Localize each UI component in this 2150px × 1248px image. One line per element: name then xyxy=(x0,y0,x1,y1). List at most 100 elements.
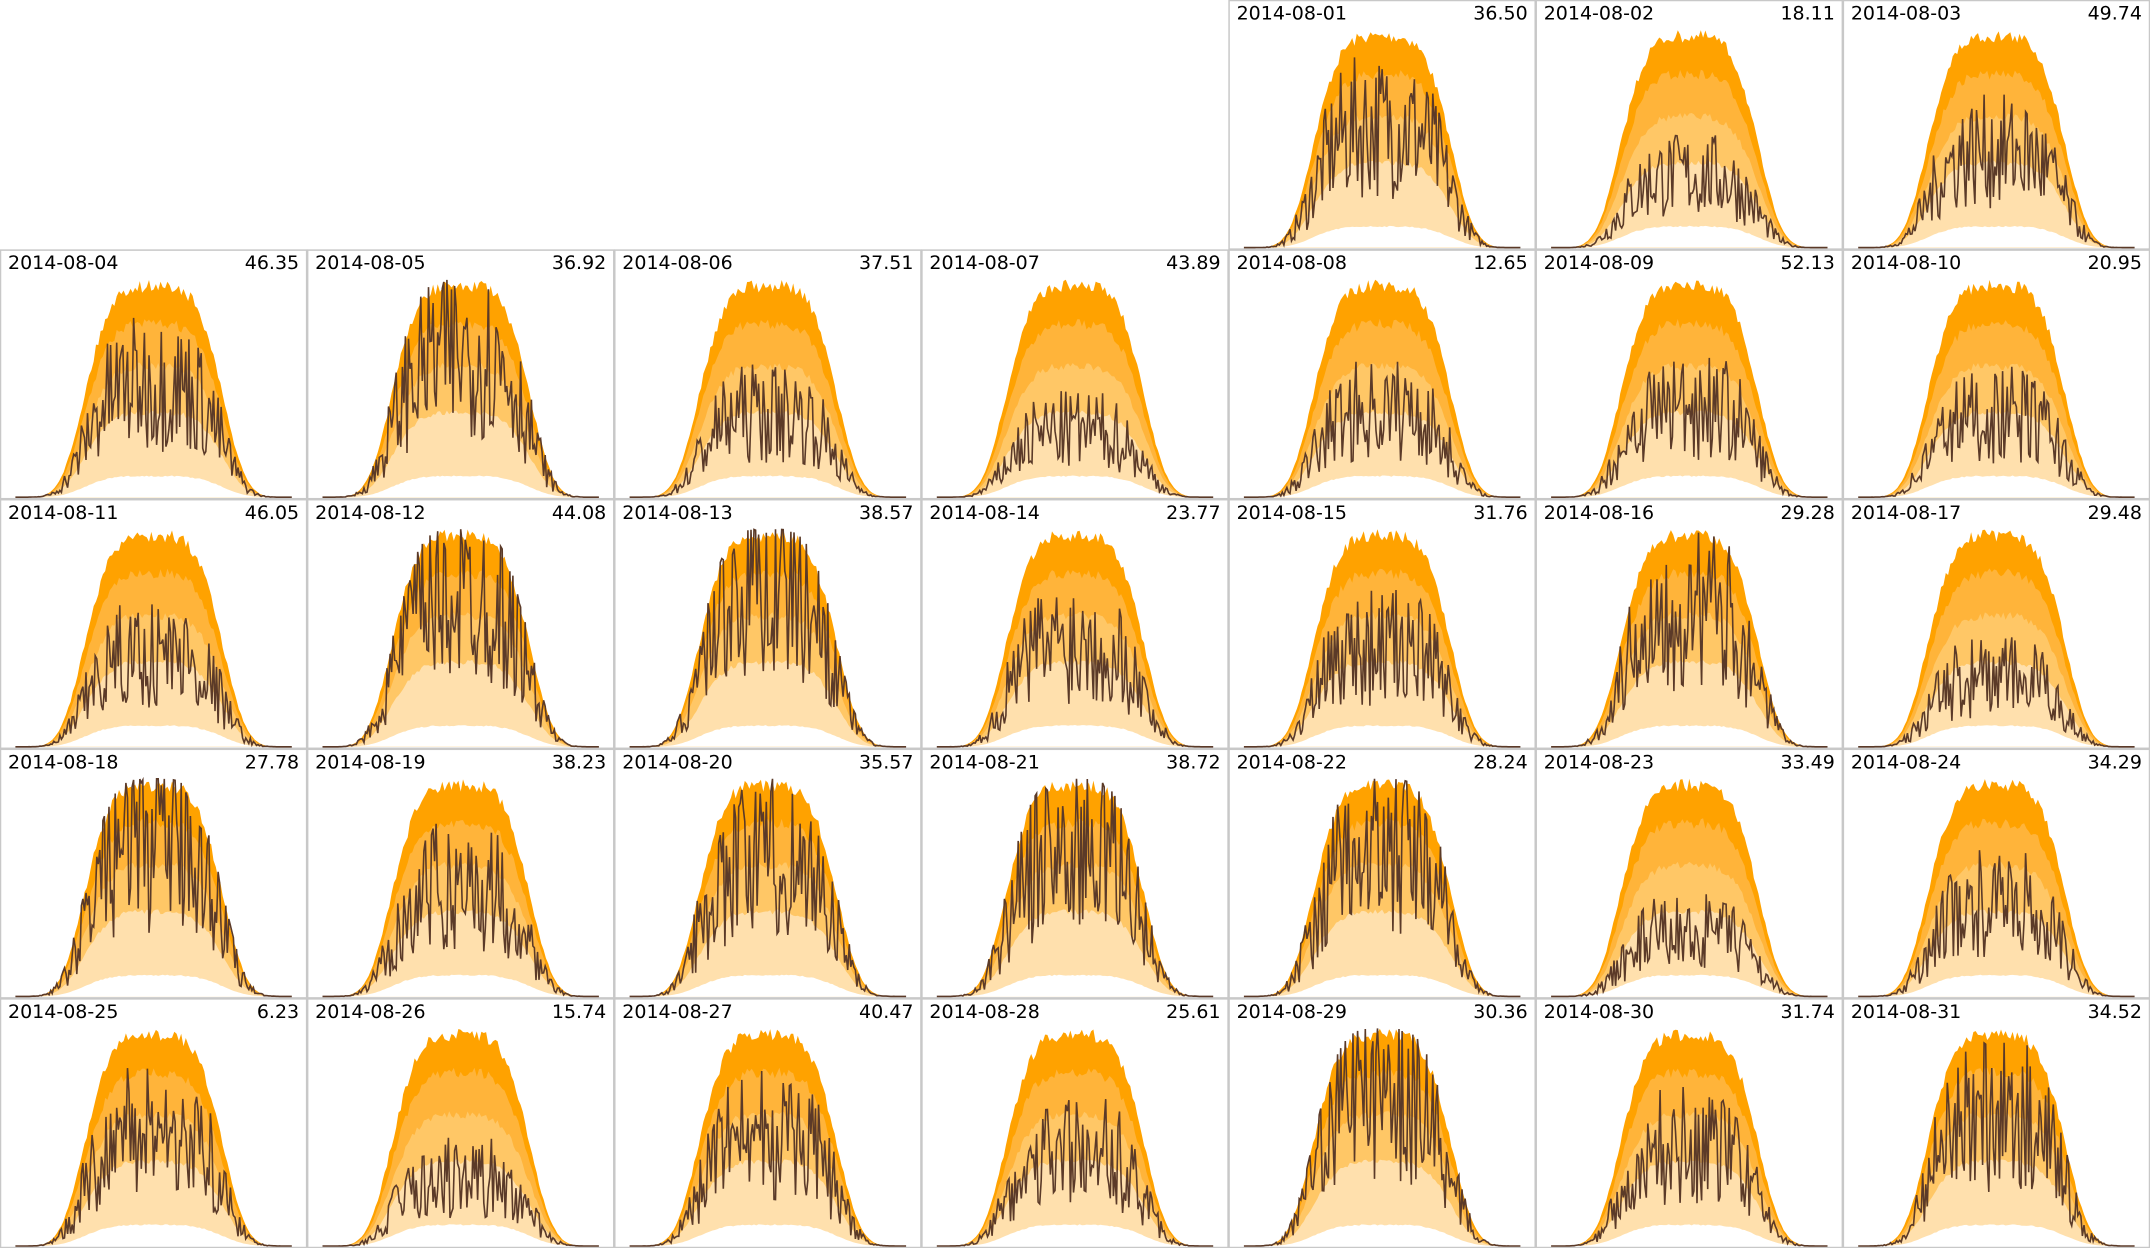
cell-border xyxy=(921,249,1229,500)
date-label: 2014-08-10 xyxy=(1851,252,1961,274)
envelope xyxy=(1858,974,2135,997)
day-total: 52.13 xyxy=(1780,252,1834,274)
envelope xyxy=(936,725,1214,747)
day-total: 36.50 xyxy=(1473,3,1527,25)
cell-border xyxy=(0,748,308,999)
power-line xyxy=(1551,357,1828,499)
day-total: 30.36 xyxy=(1473,1001,1527,1023)
date-label: 2014-08-29 xyxy=(1237,1001,1347,1023)
power-line xyxy=(1243,1028,1521,1247)
envelope xyxy=(936,1224,1214,1246)
date-label: 2014-08-19 xyxy=(315,751,425,773)
day-cell: 2014-08-16 29.28 xyxy=(1535,498,1844,750)
day-cell: 2014-08-28 25.61 xyxy=(921,998,1229,1248)
day-cell: 2014-08-24 34.29 xyxy=(1842,748,2150,999)
cell-border xyxy=(614,748,922,999)
date-label: 2014-08-08 xyxy=(1237,252,1347,274)
envelope xyxy=(629,725,907,747)
day-cell: 2014-08-01 36.50 xyxy=(1228,0,1536,250)
envelope xyxy=(15,410,292,498)
day-cell: 2014-08-23 33.49 xyxy=(1535,748,1844,999)
cell-border xyxy=(1228,498,1536,750)
power-line xyxy=(1243,57,1521,249)
day-cell: 2014-08-30 31.74 xyxy=(1535,998,1844,1248)
day-total: 29.48 xyxy=(2088,502,2142,524)
power-line xyxy=(1858,1041,2135,1247)
cell-border xyxy=(921,748,1229,999)
envelope xyxy=(629,660,907,747)
date-label: 2014-08-22 xyxy=(1237,751,1347,773)
envelope xyxy=(1243,660,1521,747)
day-total: 38.23 xyxy=(552,751,606,773)
cell-border xyxy=(1228,0,1536,250)
day-total: 38.72 xyxy=(1166,751,1220,773)
day-total: 34.52 xyxy=(2088,1001,2142,1023)
envelope xyxy=(322,659,599,747)
envelope xyxy=(1858,226,2135,248)
power-line xyxy=(1551,894,1828,998)
power-line xyxy=(1858,94,2135,249)
power-line xyxy=(936,391,1214,499)
power-line xyxy=(1243,778,1521,998)
power-line xyxy=(1858,637,2135,748)
envelope xyxy=(15,725,292,747)
day-cell: 2014-08-11 46.05 xyxy=(0,498,308,750)
day-total: 34.29 xyxy=(2088,751,2142,773)
date-label: 2014-08-17 xyxy=(1851,502,1961,524)
day-cell: 2014-08-26 15.74 xyxy=(306,998,615,1248)
date-label: 2014-08-14 xyxy=(929,502,1039,524)
day-total: 38.57 xyxy=(859,502,913,524)
day-cell: 2014-08-02 18.11 xyxy=(1535,0,1844,250)
envelope xyxy=(1243,974,1521,997)
envelope xyxy=(1243,1159,1521,1246)
power-line xyxy=(1551,1086,1828,1247)
power-line xyxy=(1551,134,1828,249)
envelope xyxy=(936,660,1214,747)
power-line xyxy=(936,597,1214,748)
envelope xyxy=(936,410,1214,498)
cell-border xyxy=(614,249,922,500)
date-label: 2014-08-13 xyxy=(622,502,732,524)
envelope xyxy=(322,475,599,498)
day-cell: 2014-08-19 38.23 xyxy=(306,748,615,999)
envelope xyxy=(1858,1159,2135,1246)
day-cell: 2014-08-14 23.77 xyxy=(921,498,1229,750)
day-total: 46.35 xyxy=(245,252,299,274)
day-total: 23.77 xyxy=(1166,502,1220,524)
date-label: 2014-08-24 xyxy=(1851,751,1961,773)
day-total: 40.47 xyxy=(859,1001,913,1023)
day-cell: 2014-08-20 35.57 xyxy=(614,748,922,999)
envelope xyxy=(15,909,292,997)
day-cell: 2014-08-04 46.35 xyxy=(0,249,308,500)
envelope xyxy=(1551,1160,1828,1246)
day-cell: 2014-08-22 28.24 xyxy=(1228,748,1536,999)
day-cell: 2014-08-06 37.51 xyxy=(614,249,922,500)
power-line xyxy=(15,317,292,499)
date-label: 2014-08-28 xyxy=(929,1001,1039,1023)
day-cell: 2014-08-18 27.78 xyxy=(0,748,308,999)
day-cell: 2014-08-13 38.57 xyxy=(614,498,922,750)
power-line xyxy=(629,778,907,998)
power-line xyxy=(322,529,599,748)
day-total: 33.49 xyxy=(1780,751,1834,773)
date-label: 2014-08-04 xyxy=(8,252,118,274)
date-label: 2014-08-07 xyxy=(929,252,1039,274)
day-total: 49.74 xyxy=(2088,3,2142,25)
power-line xyxy=(629,1070,907,1247)
envelope xyxy=(1551,475,1828,498)
power-line xyxy=(322,1137,599,1247)
envelope xyxy=(1858,160,2135,248)
envelope xyxy=(15,660,292,747)
envelope xyxy=(1243,410,1521,498)
envelope xyxy=(1551,974,1828,997)
envelope xyxy=(1551,225,1828,248)
date-label: 2014-08-02 xyxy=(1544,3,1654,25)
envelope xyxy=(322,1224,599,1246)
date-label: 2014-08-11 xyxy=(8,502,118,524)
cell-border xyxy=(1535,0,1844,250)
cell-border xyxy=(1535,748,1844,999)
date-label: 2014-08-25 xyxy=(8,1001,118,1023)
envelope xyxy=(322,725,599,747)
cell-border xyxy=(306,498,615,750)
power-line xyxy=(936,778,1214,998)
